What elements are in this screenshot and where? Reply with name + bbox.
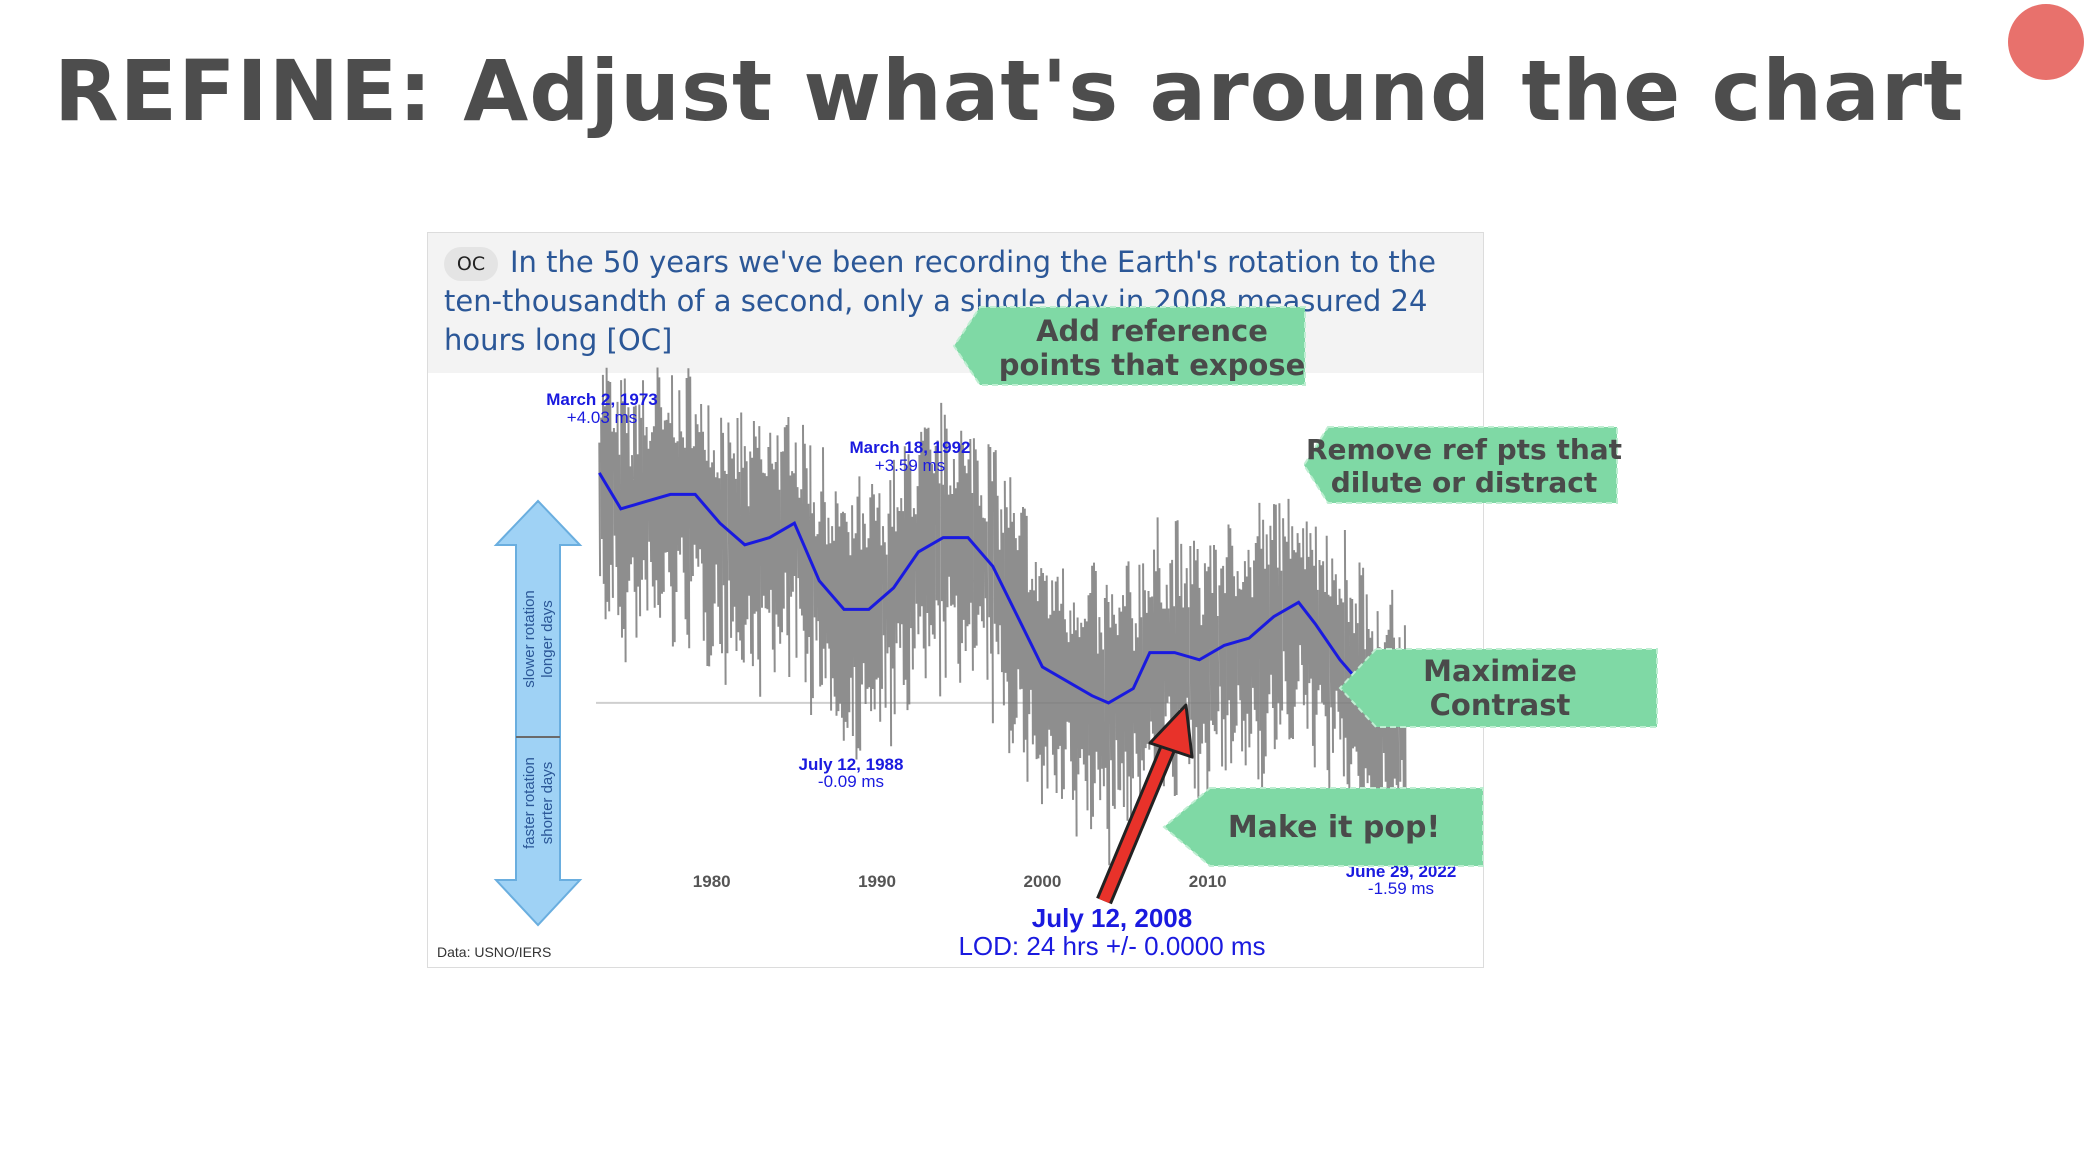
annotations: March 2, 1973 +4.03 ms March 18, 1992 +3…	[546, 390, 1456, 961]
annotation-1973-value: +4.03 ms	[567, 408, 637, 427]
oc-badge: OC	[444, 247, 498, 281]
x-tick-label: 1980	[693, 872, 731, 891]
callout-make-it-pop[interactable]: Make it pop!	[1162, 787, 1484, 867]
callout-2-line-2: dilute or distract	[1331, 466, 1597, 499]
up-down-arrow-shape	[493, 499, 583, 927]
annotation-2008-date: July 12, 2008	[1032, 903, 1192, 933]
annotation-1988-value: -0.09 ms	[818, 772, 884, 791]
callout-1-line-1: Add reference	[1036, 314, 1268, 348]
annotation-1992-value: +3.59 ms	[875, 456, 945, 475]
up-label-1: slower rotation	[521, 590, 538, 688]
down-label-2: shorter days	[539, 762, 556, 845]
x-tick-label: 2000	[1023, 872, 1061, 891]
post-header: In the 50 years we've been recording the…	[428, 233, 1483, 373]
smoothed-lod-line	[598, 472, 1407, 726]
callout-4-line-1: Make it pop!	[1228, 810, 1440, 845]
direction-arrow: slower rotation longer days faster rotat…	[493, 499, 583, 927]
annotation-1992-date: March 18, 1992	[850, 438, 971, 457]
annotation-2022-value: -1.59 ms	[1368, 879, 1434, 898]
callout-3-line-2: Contrast	[1430, 688, 1571, 722]
corner-dot-decoration	[2008, 4, 2084, 80]
data-source: Data: USNO/IERS	[437, 944, 551, 960]
annotation-1988-date: July 12, 1988	[799, 755, 904, 774]
callout-2-line-1: Remove ref pts that	[1306, 433, 1622, 466]
chart-panel: In the 50 years we've been recording the…	[427, 232, 1658, 968]
down-label-1: faster rotation	[521, 757, 538, 849]
highlight-arrow	[1096, 703, 1194, 905]
annotation-2008-value: LOD: 24 hrs +/- 0.0000 ms	[958, 931, 1265, 961]
callout-1-line-2: points that expose	[999, 348, 1306, 382]
callout-maximize-contrast[interactable]: Maximize Contrast	[1338, 648, 1658, 728]
callout-add-reference[interactable]: Add reference points that expose	[952, 306, 1306, 386]
x-tick-label: 2010	[1189, 872, 1227, 891]
x-axis-ticks: 1980 1990 2000 2010	[693, 872, 1227, 891]
callout-3-line-1: Maximize	[1423, 654, 1577, 688]
slide-title: REFINE: Adjust what's around the chart	[54, 42, 1965, 140]
callouts-layer: Add reference points that expose Remove …	[952, 306, 1658, 867]
annotation-1973-date: March 2, 1973	[546, 390, 658, 409]
up-label-2: longer days	[539, 600, 556, 678]
callout-remove-ref[interactable]: Remove ref pts that dilute or distract	[1302, 426, 1622, 504]
lod-chart: 1980 1990 2000 2010 slower rotation longer …	[437, 367, 1456, 961]
x-tick-label: 1990	[858, 872, 896, 891]
